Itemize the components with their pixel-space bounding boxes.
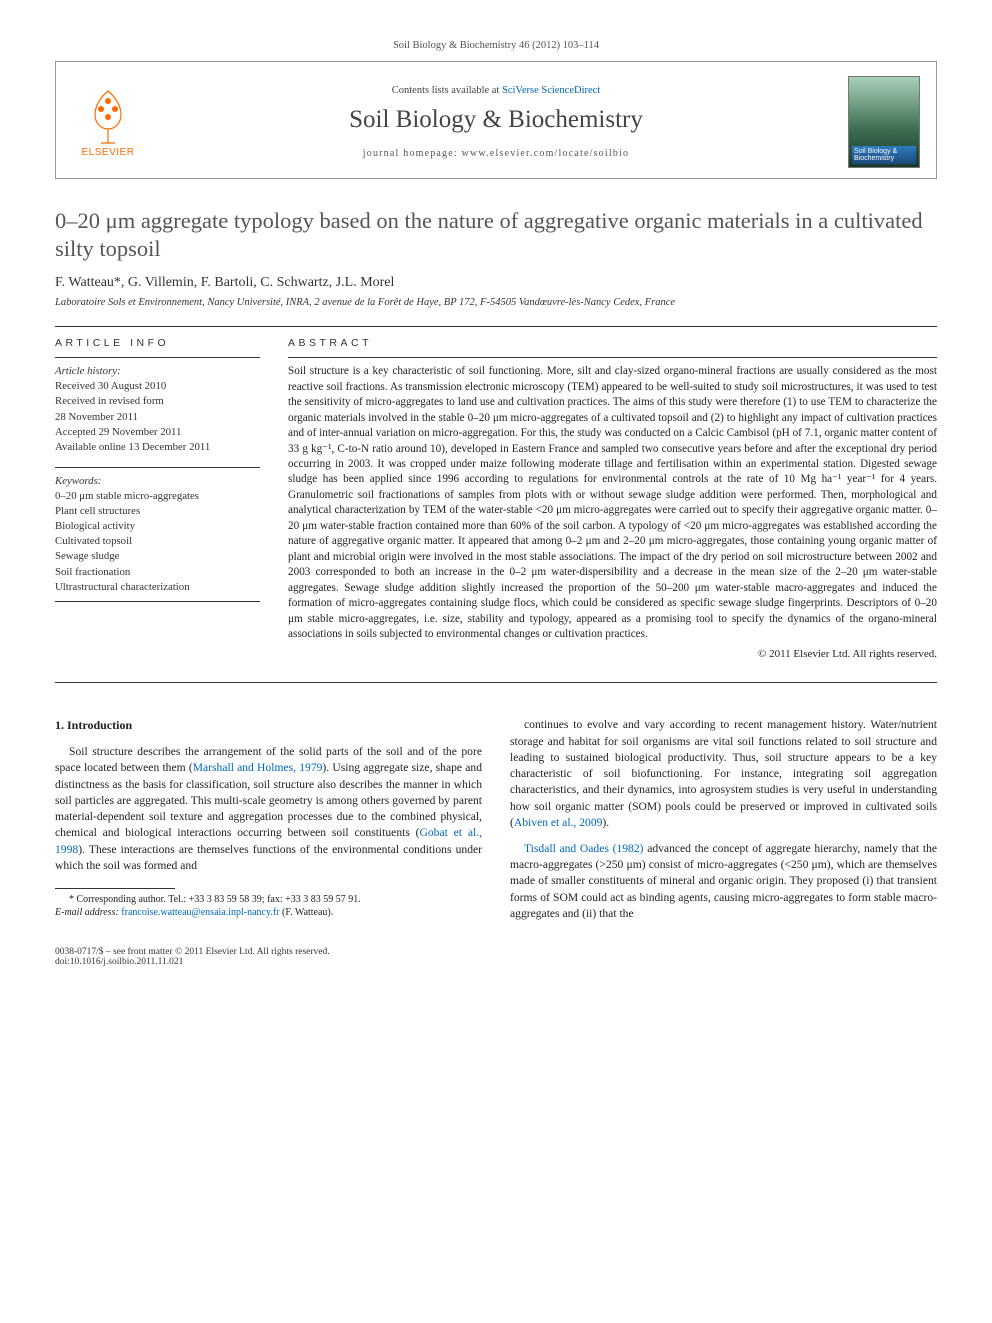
keyword: Sewage sludge [55, 549, 260, 564]
divider [55, 682, 937, 683]
footer-doi: doi:10.1016/j.soilbio.2011.11.021 [55, 957, 937, 967]
authors-list: F. Watteau*, G. Villemin, F. Bartoli, C.… [55, 275, 937, 291]
footer-copyright: 0038-0717/$ – see front matter © 2011 El… [55, 947, 937, 957]
article-title: 0–20 μm aggregate typology based on the … [55, 207, 937, 263]
keyword: Cultivated topsoil [55, 534, 260, 549]
homepage-prefix: journal homepage: [363, 148, 462, 159]
body-text: 1. Introduction Soil structure describes… [55, 717, 937, 931]
citation-link[interactable]: Tisdall and Oades (1982) [524, 842, 644, 855]
keyword: Ultrastructural characterization [55, 580, 260, 595]
contents-line: Contents lists available at SciVerse Sci… [162, 85, 830, 96]
corr-author-text: * Corresponding author. Tel.: +33 3 83 5… [69, 894, 361, 905]
keyword: 0–20 μm stable micro-aggregates [55, 489, 260, 504]
text-run: ). [602, 816, 609, 829]
tree-icon [81, 87, 135, 145]
homepage-url[interactable]: www.elsevier.com/locate/soilbio [462, 148, 630, 159]
journal-name: Soil Biology & Biochemistry [162, 106, 830, 134]
publisher-name: ELSEVIER [82, 147, 135, 158]
intro-paragraph: Tisdall and Oades (1982) advanced the co… [510, 841, 937, 922]
text-run: continues to evolve and vary according t… [510, 718, 937, 828]
history-label: Article history: [55, 364, 260, 379]
contents-prefix: Contents lists available at [392, 85, 502, 96]
header-citation: Soil Biology & Biochemistry 46 (2012) 10… [55, 40, 937, 51]
footer: 0038-0717/$ – see front matter © 2011 El… [55, 947, 937, 967]
revised-label: Received in revised form [55, 394, 260, 409]
keyword: Biological activity [55, 519, 260, 534]
journal-header-box: ELSEVIER Contents lists available at Sci… [55, 61, 937, 179]
article-info-head: ARTICLE INFO [55, 337, 260, 349]
footnote-divider [55, 888, 175, 889]
keywords-block: Keywords: 0–20 μm stable micro-aggregate… [55, 467, 260, 602]
divider [55, 326, 937, 327]
intro-paragraph: Soil structure describes the arrangement… [55, 744, 482, 874]
affiliation: Laboratoire Sols et Environnement, Nancy… [55, 297, 937, 308]
accepted-date: Accepted 29 November 2011 [55, 425, 260, 440]
email-link[interactable]: francoise.watteau@ensaia.inpl-nancy.fr [121, 907, 279, 918]
abstract-copyright: © 2011 Elsevier Ltd. All rights reserved… [288, 648, 937, 660]
abstract-text: Soil structure is a key characteristic o… [288, 357, 937, 642]
citation-link[interactable]: Abiven et al., 2009 [514, 816, 603, 829]
abstract-head: ABSTRACT [288, 337, 937, 349]
keywords-label: Keywords: [55, 474, 260, 489]
intro-paragraph: continues to evolve and vary according t… [510, 717, 937, 831]
homepage-line: journal homepage: www.elsevier.com/locat… [162, 148, 830, 159]
corresponding-author-footnote: * Corresponding author. Tel.: +33 3 83 5… [55, 893, 482, 920]
intro-heading: 1. Introduction [55, 717, 482, 734]
journal-cover-thumbnail: Soil Biology & Biochemistry [848, 76, 920, 168]
text-run: ). These interactions are themselves fun… [55, 843, 482, 872]
cover-label: Soil Biology & Biochemistry [852, 146, 916, 164]
elsevier-logo: ELSEVIER [72, 80, 144, 165]
online-date: Available online 13 December 2011 [55, 440, 260, 455]
keyword: Soil fractionation [55, 565, 260, 580]
keyword: Plant cell structures [55, 504, 260, 519]
email-suffix: (F. Watteau). [282, 907, 333, 918]
sciencedirect-link[interactable]: SciVerse ScienceDirect [502, 85, 600, 96]
email-label: E-mail address: [55, 907, 119, 918]
received-date: Received 30 August 2010 [55, 379, 260, 394]
article-history: Article history: Received 30 August 2010… [55, 357, 260, 455]
citation-link[interactable]: Marshall and Holmes, 1979 [193, 761, 323, 774]
revised-date: 28 November 2011 [55, 410, 260, 425]
